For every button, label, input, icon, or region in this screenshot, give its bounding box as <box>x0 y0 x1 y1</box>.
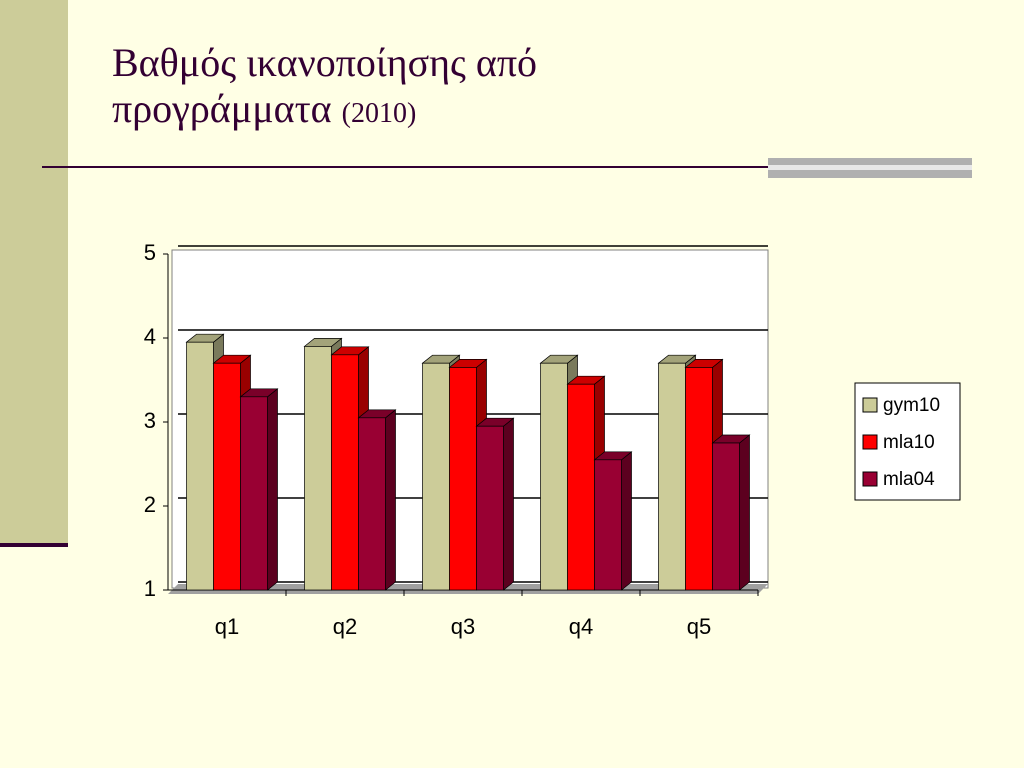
bar <box>186 341 214 591</box>
x-tick-label: q3 <box>451 614 475 639</box>
bar-side <box>267 388 278 591</box>
bar <box>240 396 268 591</box>
bar <box>422 362 450 591</box>
chart-subtitle: (2010) <box>341 98 417 129</box>
bar <box>658 362 686 591</box>
legend-swatch <box>862 397 878 413</box>
bar <box>540 362 568 591</box>
y-tick-label: 5 <box>144 240 156 265</box>
legend-label: mla04 <box>883 469 935 490</box>
bar-side <box>385 409 396 591</box>
legend-label: gym10 <box>883 395 940 416</box>
rule-accent-line <box>768 165 972 170</box>
bar-side <box>503 417 514 591</box>
bar <box>476 425 504 591</box>
bar <box>213 362 241 591</box>
bar <box>331 354 359 591</box>
x-tick-label: q4 <box>569 614 593 639</box>
legend-swatch <box>862 471 878 487</box>
bar <box>304 346 332 591</box>
bar <box>594 459 622 591</box>
bar-side <box>621 451 632 591</box>
side-rule <box>0 543 68 547</box>
chart-title: Βαθμός ικανοποίησης από προγράμματα <box>112 40 538 131</box>
x-tick-label: q5 <box>687 614 711 639</box>
y-tick-label: 2 <box>144 492 156 517</box>
bar <box>567 383 595 591</box>
y-tick-label: 1 <box>144 576 156 601</box>
bar <box>449 367 477 591</box>
bar <box>712 442 740 591</box>
bar <box>685 367 713 591</box>
y-tick-label: 4 <box>144 324 156 349</box>
x-tick-label: q2 <box>333 614 357 639</box>
title-rule <box>42 166 972 168</box>
side-strip <box>0 0 68 545</box>
legend-label: mla10 <box>883 432 935 453</box>
bar-side <box>739 434 750 591</box>
x-tick-label: q1 <box>215 614 239 639</box>
y-tick-label: 3 <box>144 408 156 433</box>
legend-swatch <box>862 434 878 450</box>
title-block: Βαθμός ικανοποίησης από προγράμματα (201… <box>112 40 652 137</box>
bar <box>358 417 386 591</box>
